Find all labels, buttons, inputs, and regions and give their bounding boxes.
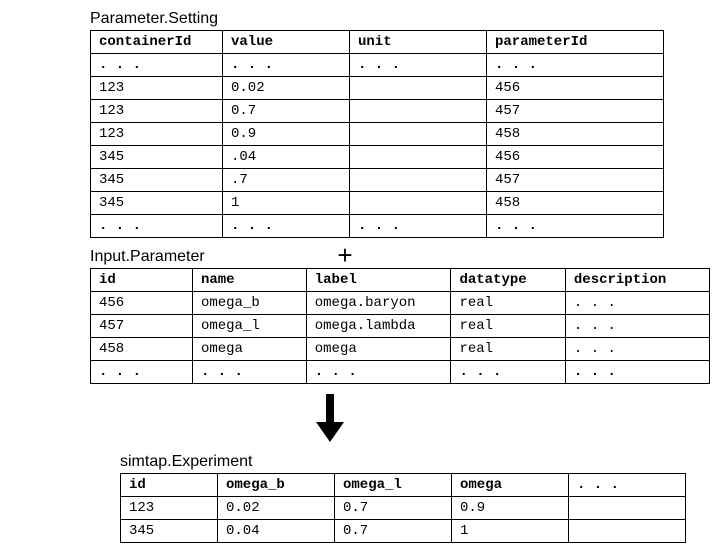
ellipsis-cell: . . . — [350, 215, 487, 238]
data-cell: 123 — [121, 497, 218, 520]
data-cell: . . . — [565, 292, 709, 315]
experiment-section: simtap.Experiment idomega_bomega_lomega.… — [120, 453, 710, 543]
data-cell: 458 — [487, 192, 664, 215]
data-cell: omega_l — [192, 315, 306, 338]
data-cell: 0.9 — [223, 123, 350, 146]
data-cell — [569, 497, 686, 520]
ellipsis-cell: . . . — [91, 54, 223, 77]
column-header: . . . — [569, 474, 686, 497]
column-header: omega_b — [218, 474, 335, 497]
arrow-down — [90, 394, 570, 447]
column-header: containerId — [91, 31, 223, 54]
data-cell: 123 — [91, 123, 223, 146]
data-cell: 456 — [487, 77, 664, 100]
ellipsis-cell: . . . — [487, 215, 664, 238]
data-cell: 458 — [487, 123, 664, 146]
data-cell — [569, 520, 686, 543]
ellipsis-cell: . . . — [487, 54, 664, 77]
data-cell: . . . — [565, 315, 709, 338]
column-header: parameterId — [487, 31, 664, 54]
experiment-title: simtap.Experiment — [120, 453, 710, 471]
data-cell — [350, 77, 487, 100]
input-parameter-section: Input.Parameter idnamelabeldatatypedescr… — [90, 248, 710, 384]
data-cell: 345 — [91, 146, 223, 169]
ellipsis-cell: . . . — [223, 215, 350, 238]
data-cell: 457 — [91, 315, 193, 338]
data-cell: real — [451, 338, 565, 361]
data-cell: 0.02 — [218, 497, 335, 520]
data-cell: 345 — [91, 169, 223, 192]
data-cell: 0.7 — [335, 497, 452, 520]
data-cell: 123 — [91, 77, 223, 100]
column-header: omega_l — [335, 474, 452, 497]
ellipsis-cell: . . . — [565, 361, 709, 384]
data-cell: 345 — [121, 520, 218, 543]
data-cell — [350, 100, 487, 123]
column-header: omega — [452, 474, 569, 497]
data-cell — [350, 192, 487, 215]
data-cell: 0.02 — [223, 77, 350, 100]
data-cell: 456 — [487, 146, 664, 169]
data-cell: 123 — [91, 100, 223, 123]
data-cell: 0.04 — [218, 520, 335, 543]
experiment-table: idomega_bomega_lomega. . . 1230.020.70.9 3… — [120, 473, 686, 543]
data-cell — [350, 123, 487, 146]
data-cell: 0.9 — [452, 497, 569, 520]
ellipsis-cell: . . . — [91, 215, 223, 238]
data-cell: 0.7 — [223, 100, 350, 123]
data-cell: 0.7 — [335, 520, 452, 543]
column-header: unit — [350, 31, 487, 54]
data-cell: omega.baryon — [306, 292, 451, 315]
parameter-setting-section: Parameter.Setting containerIdvalueunitpa… — [90, 10, 710, 238]
ellipsis-cell: . . . — [91, 361, 193, 384]
data-cell: 345 — [91, 192, 223, 215]
ellipsis-cell: . . . — [350, 54, 487, 77]
data-cell: 458 — [91, 338, 193, 361]
column-header: label — [306, 269, 451, 292]
data-cell: 456 — [91, 292, 193, 315]
ellipsis-cell: . . . — [306, 361, 451, 384]
column-header: id — [121, 474, 218, 497]
data-cell: 1 — [223, 192, 350, 215]
data-cell: 457 — [487, 100, 664, 123]
column-header: value — [223, 31, 350, 54]
ellipsis-cell: . . . — [223, 54, 350, 77]
ellipsis-cell: . . . — [192, 361, 306, 384]
data-cell: omega — [192, 338, 306, 361]
column-header: id — [91, 269, 193, 292]
column-header: datatype — [451, 269, 565, 292]
data-cell: .04 — [223, 146, 350, 169]
input-parameter-title: Input.Parameter — [90, 248, 710, 266]
parameter-setting-title: Parameter.Setting — [90, 10, 710, 28]
data-cell: 457 — [487, 169, 664, 192]
data-cell: omega — [306, 338, 451, 361]
parameter-setting-table: containerIdvalueunitparameterId. . .. . … — [90, 30, 664, 238]
data-cell — [350, 146, 487, 169]
data-cell: . . . — [565, 338, 709, 361]
data-cell: omega_b — [192, 292, 306, 315]
data-cell — [350, 169, 487, 192]
input-parameter-table: idnamelabeldatatypedescription 456omega_b… — [90, 268, 710, 384]
data-cell: 1 — [452, 520, 569, 543]
data-cell: omega.lambda — [306, 315, 451, 338]
column-header: description — [565, 269, 709, 292]
data-cell: real — [451, 315, 565, 338]
data-cell: real — [451, 292, 565, 315]
data-cell: .7 — [223, 169, 350, 192]
column-header: name — [192, 269, 306, 292]
ellipsis-cell: . . . — [451, 361, 565, 384]
